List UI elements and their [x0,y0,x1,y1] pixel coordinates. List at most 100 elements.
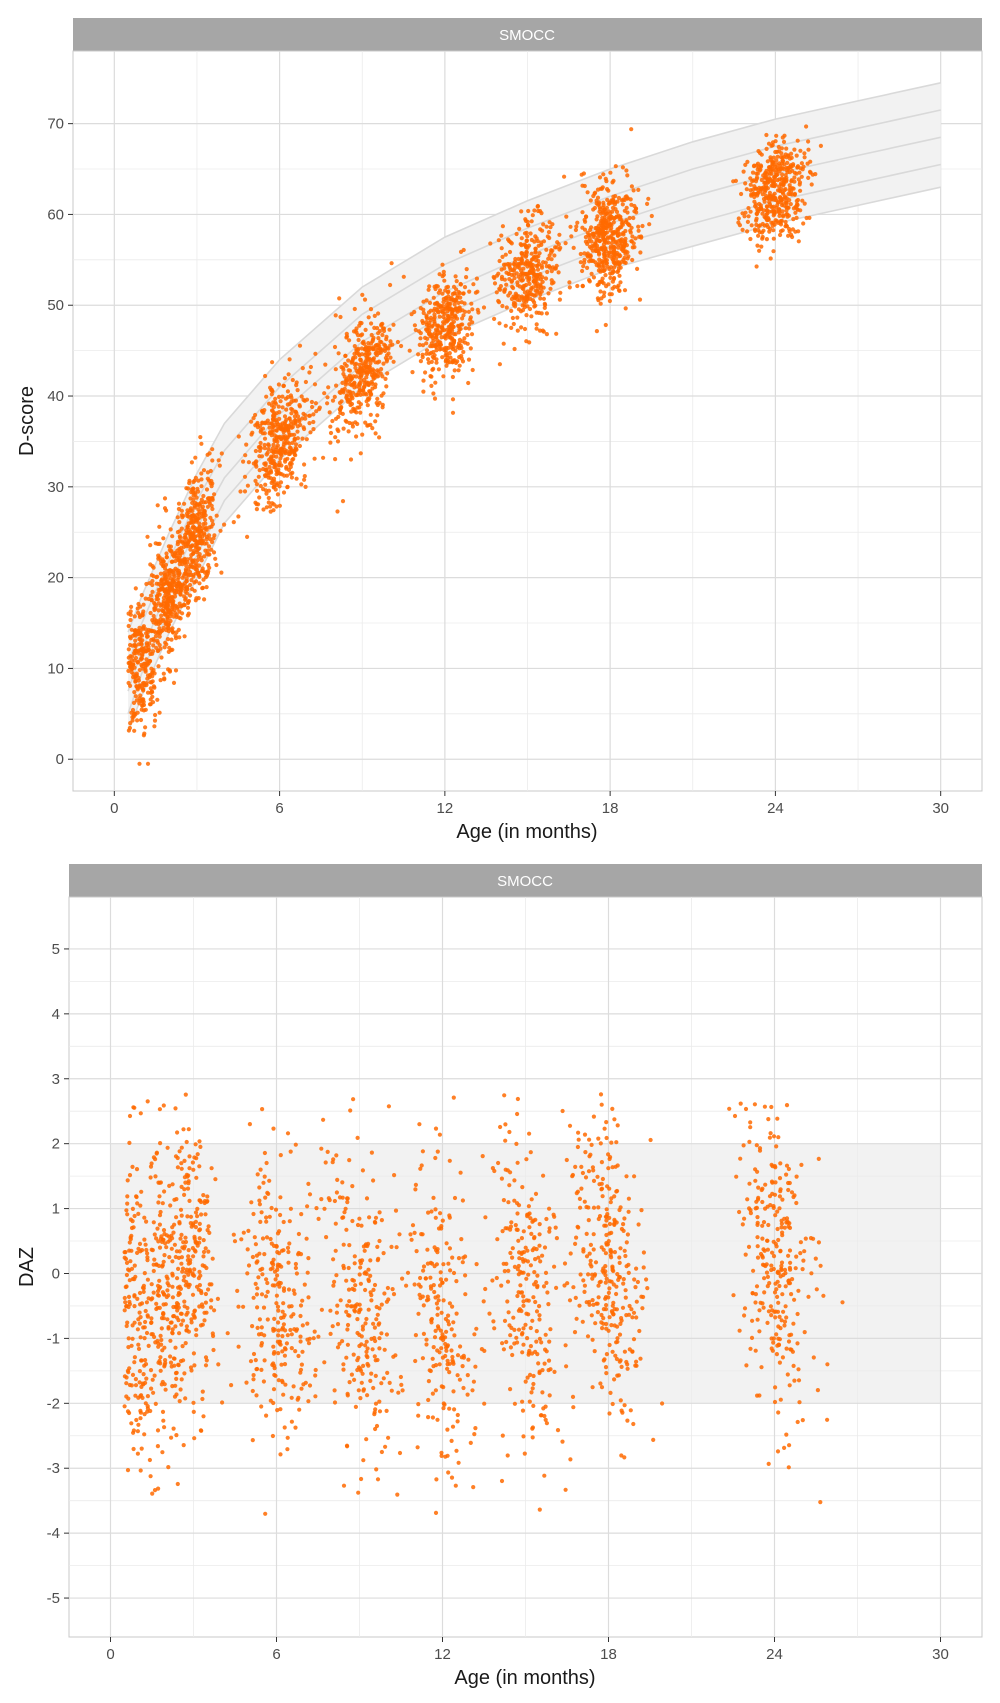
dscore-point [587,236,592,241]
dscore-point [137,648,142,653]
dscore-point [534,236,539,241]
dscore-point [518,272,523,277]
dscore-point [622,288,628,293]
dscore-point [514,231,519,237]
daz-point [460,1260,465,1265]
daz-point [353,1283,358,1288]
daz-point [305,1270,310,1275]
daz-point [285,1333,290,1338]
dscore-point [173,610,178,616]
daz-point [179,1322,184,1327]
dscore-point [621,232,626,237]
dscore-point [512,346,517,352]
dscore-point [595,187,601,192]
dscore-point [780,172,785,177]
daz-point [341,1367,346,1372]
dscore-point [748,182,753,187]
daz-point [373,1373,378,1378]
dscore-point [332,344,338,350]
daz-point [282,1353,287,1358]
daz-point [494,1275,499,1281]
daz-point [570,1394,576,1399]
dscore-point [254,482,259,487]
dscore-point [538,296,543,301]
dscore-point [596,261,602,266]
dscore-point [787,165,792,170]
daz-point [439,1310,444,1315]
daz-point [459,1355,464,1360]
daz-point [134,1194,139,1200]
daz-point [192,1155,197,1160]
daz-point [344,1355,349,1360]
daz-point [377,1210,382,1215]
dscore-point [276,394,282,399]
dscore-point [133,679,138,684]
dscore-point [378,347,384,352]
dscore-point [259,454,265,459]
daz-point [372,1325,377,1330]
daz-point [328,1331,333,1336]
daz-point [124,1272,129,1278]
dscore-point [438,340,443,345]
dscore-point [202,554,207,559]
daz-point [349,1372,354,1377]
dscore-point [349,409,354,414]
daz-point [343,1206,348,1211]
dscore-point [743,181,748,186]
dscore-point [261,507,266,512]
daz-point [177,1399,182,1404]
dscore-point [606,188,611,193]
daz-point [155,1444,160,1449]
dscore-point [611,220,616,225]
daz-point [255,1259,260,1264]
daz-point [138,1302,143,1307]
dscore-point [768,168,773,173]
dscore-point [749,193,754,198]
daz-point [127,1140,132,1145]
daz-point [197,1240,202,1245]
daz-point [158,1141,163,1146]
daz-point [580,1170,586,1176]
dscore-point [199,484,204,489]
dscore-point [507,265,512,270]
daz-point [289,1346,294,1351]
dscore-point [177,609,182,614]
dscore-point [198,435,203,440]
dscore-point [193,542,198,548]
daz-point [130,1206,135,1211]
daz-point [470,1388,475,1393]
dscore-point [254,488,260,493]
dscore-point [447,329,453,334]
dscore-point [768,204,773,209]
dscore-point [170,629,175,635]
dscore-point [537,328,543,333]
dscore-point [364,375,369,380]
dscore-point [367,364,372,369]
dscore-point [301,411,306,416]
dscore-point [162,677,167,682]
daz-point [125,1468,131,1473]
dscore-point [777,161,782,166]
daz-point [186,1127,191,1132]
daz-point [187,1198,192,1203]
daz-point [183,1283,188,1288]
dscore-point [544,332,550,337]
dscore-point [245,483,250,488]
dscore-point [197,503,202,508]
dscore-point [159,613,164,618]
daz-point [174,1301,180,1306]
dscore-point [346,358,351,363]
daz-point [439,1346,444,1351]
daz-point [465,1373,470,1378]
dscore-point [170,601,176,606]
dscore-point [507,249,513,255]
daz-point [429,1318,434,1323]
dscore-point [774,158,779,163]
dscore-point [263,373,268,379]
dscore-point [513,291,518,296]
dscore-point [509,272,514,278]
dscore-point [370,386,375,391]
daz-point [456,1460,461,1465]
dscore-point [155,503,160,508]
daz-point [531,1381,536,1387]
